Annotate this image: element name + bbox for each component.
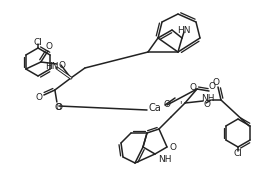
Text: NH: NH [201, 94, 215, 103]
Text: O: O [213, 78, 220, 87]
Text: O: O [169, 142, 176, 151]
Text: O: O [45, 41, 52, 50]
Text: Ca: Ca [149, 103, 161, 113]
Text: ': ' [179, 100, 181, 110]
Text: O: O [164, 100, 171, 108]
Text: Cl: Cl [233, 148, 242, 158]
Text: O: O [36, 92, 43, 101]
Text: HN: HN [45, 62, 59, 70]
Text: O: O [208, 82, 215, 91]
Text: O: O [189, 83, 196, 91]
Text: NH: NH [158, 155, 172, 163]
Text: O: O [204, 100, 211, 108]
Text: Cl: Cl [34, 37, 43, 46]
Text: O: O [58, 61, 65, 70]
Text: O: O [55, 103, 62, 112]
Text: HN: HN [177, 26, 191, 35]
Text: O: O [54, 103, 61, 112]
